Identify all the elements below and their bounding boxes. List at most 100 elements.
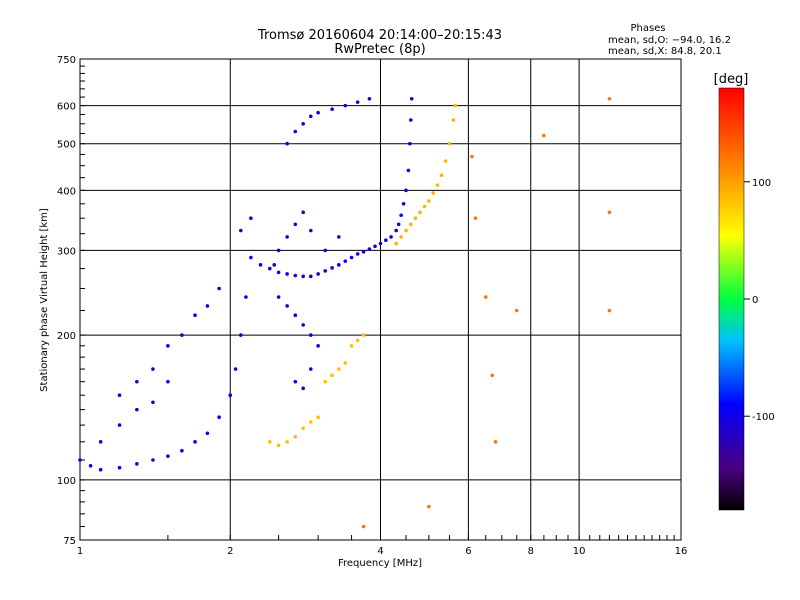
data-point: [285, 272, 289, 276]
x-tick-label: 4: [377, 546, 383, 557]
data-point: [217, 415, 221, 420]
data-point: [389, 235, 393, 239]
data-point: [151, 367, 155, 371]
y-axis-label: Stationary phase Virtual Height [km]: [39, 208, 50, 392]
colorbar-tick-label: 0: [752, 295, 758, 306]
data-point: [373, 244, 377, 249]
data-point: [323, 269, 328, 273]
data-point: [151, 400, 155, 405]
colorbar-tick-label: 100: [752, 178, 771, 189]
data-point: [166, 344, 170, 348]
data-point: [401, 201, 406, 206]
data-point: [355, 338, 360, 343]
data-point: [308, 228, 313, 233]
stats-heading: Phases: [630, 23, 665, 34]
data-point: [239, 333, 243, 337]
stats-x-mode: mean, sd,X: 84.8, 20.1: [608, 46, 722, 57]
y-tick-label: 300: [57, 246, 76, 257]
data-point: [355, 100, 360, 104]
data-point: [117, 465, 122, 470]
data-point: [473, 216, 478, 221]
data-point: [337, 235, 341, 239]
grid: [80, 59, 681, 540]
data-point: [267, 266, 272, 271]
data-point: [285, 304, 289, 308]
data-point: [361, 250, 366, 254]
data-point: [98, 467, 103, 472]
data-point: [293, 129, 298, 134]
data-point: [443, 159, 448, 163]
colorbar-label: [deg]: [714, 72, 749, 87]
data-point: [217, 286, 221, 291]
data-point: [308, 420, 313, 424]
data-point: [135, 407, 139, 412]
data-point: [367, 96, 372, 101]
data-point: [205, 431, 210, 436]
data-point: [470, 154, 474, 159]
data-point: [514, 308, 519, 313]
data-point: [367, 247, 372, 251]
colorbar-ticks: 100 0 -100: [744, 178, 775, 423]
chart-title: Tromsø 20160604 20:14:00–20:15:43: [257, 28, 502, 43]
data-point: [349, 255, 354, 260]
x-tick-label: 2: [227, 546, 233, 557]
data-point: [349, 344, 354, 348]
data-point: [285, 440, 289, 444]
data-point: [308, 274, 313, 279]
data-point: [330, 373, 334, 378]
data-point: [378, 241, 383, 246]
data-point: [435, 183, 440, 187]
data-point: [166, 454, 170, 459]
data-point: [607, 210, 612, 215]
colorbar-tick-label: -100: [752, 412, 775, 423]
data-point: [276, 295, 281, 299]
data-point: [355, 252, 360, 256]
data-point: [316, 344, 320, 348]
data-point: [427, 199, 431, 203]
data-point: [493, 440, 498, 444]
data-point: [447, 141, 452, 146]
data-point: [406, 168, 411, 173]
data-point: [404, 228, 408, 233]
data-point: [542, 133, 546, 138]
data-point: [285, 141, 289, 146]
data-point: [301, 386, 305, 391]
x-tick-label: 6: [465, 546, 471, 557]
data-point: [249, 255, 253, 260]
stats-o-mode: mean, sd,O: −94.0, 16.2: [608, 35, 731, 46]
data-point: [267, 440, 272, 444]
axis-ticks: 1 2 4 6 8 10 16 75 100 200 300 400 500 600 750: [57, 55, 687, 557]
data-point: [408, 118, 413, 122]
data-point: [88, 463, 93, 468]
data-point: [276, 270, 281, 275]
y-tick-label: 500: [57, 140, 76, 151]
data-point: [205, 304, 210, 308]
data-point: [301, 121, 305, 126]
data-point: [396, 222, 401, 227]
data-point: [418, 210, 422, 215]
data-point: [399, 213, 403, 218]
data-point: [308, 114, 313, 119]
data-point: [607, 308, 612, 313]
data-point: [337, 367, 341, 371]
data-point: [330, 107, 334, 111]
data-point: [293, 222, 298, 227]
data-point: [323, 379, 328, 384]
data-point: [228, 393, 233, 398]
data-point: [301, 210, 305, 215]
data-point: [394, 228, 398, 233]
data-point: [285, 235, 289, 239]
data-point: [293, 379, 298, 384]
y-tick-label: 400: [57, 186, 76, 197]
data-point: [330, 266, 334, 270]
x-tick-label: 1: [77, 546, 83, 557]
data-point: [361, 333, 366, 337]
data-point: [316, 415, 320, 420]
data-point: [413, 216, 418, 221]
data-point: [343, 361, 348, 365]
x-tick-label: 8: [528, 546, 534, 557]
data-point: [301, 426, 305, 431]
chart-subtitle: RwPretec (8p): [334, 42, 425, 57]
data-point: [408, 222, 413, 227]
data-point: [272, 263, 277, 267]
